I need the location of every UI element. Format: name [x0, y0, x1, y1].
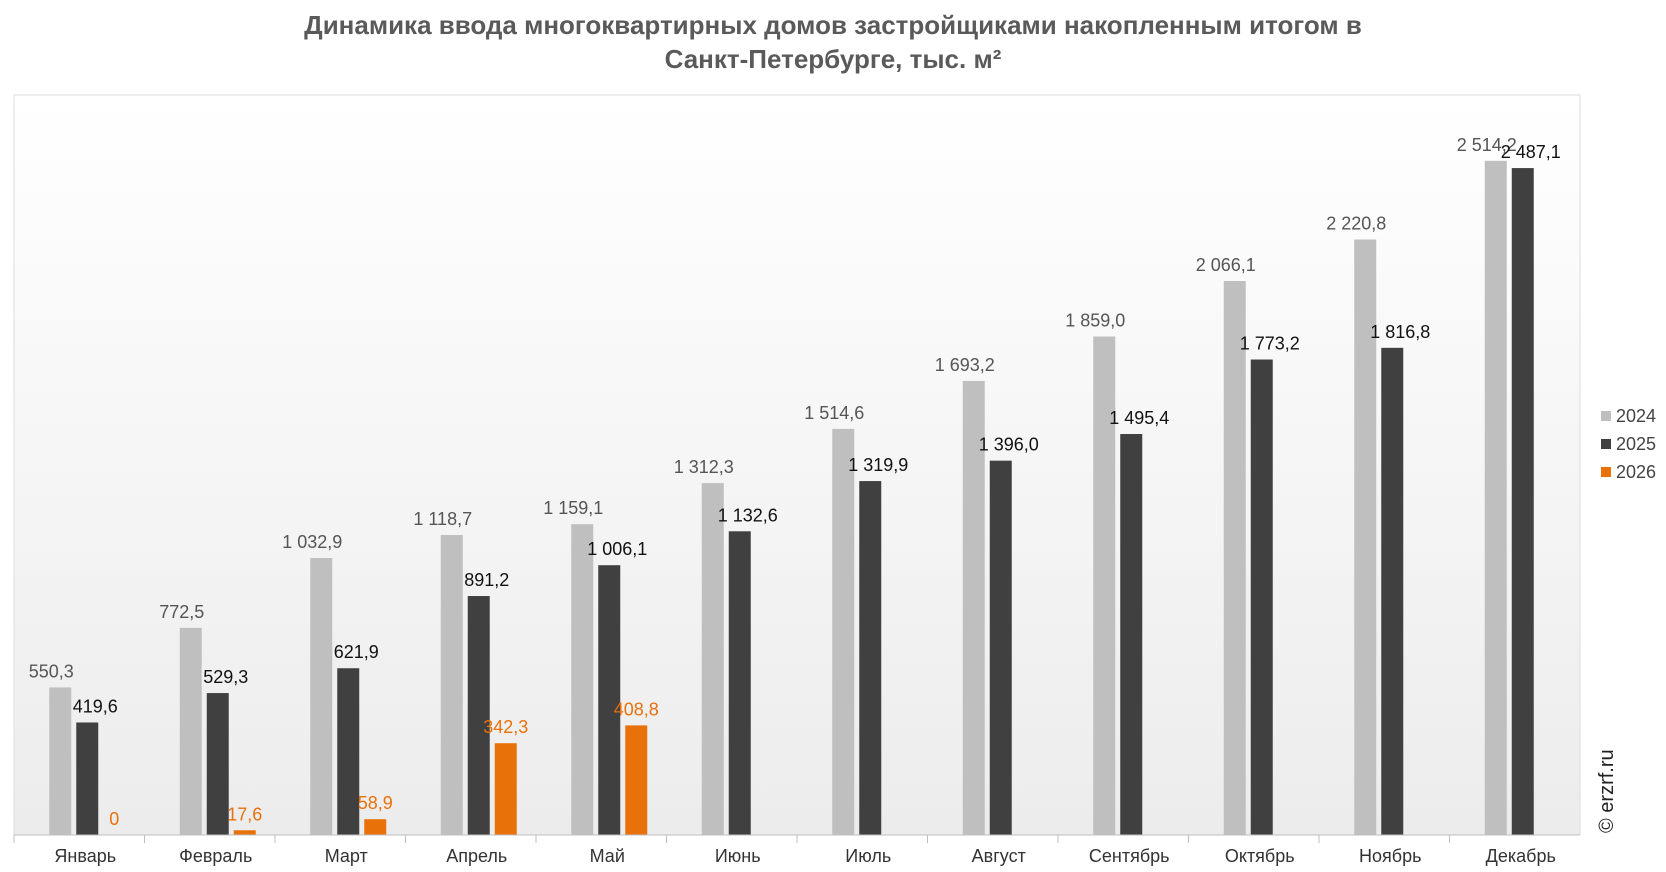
x-tick-label: Сентябрь — [1089, 846, 1170, 866]
bar-2024 — [832, 428, 855, 835]
data-label-2024: 1 693,2 — [935, 355, 995, 375]
data-label-2025: 621,9 — [334, 642, 379, 662]
x-tick-label: Январь — [54, 846, 116, 866]
data-label-2024: 1 859,0 — [1065, 311, 1125, 331]
bar-2025 — [989, 460, 1012, 835]
bar-2024 — [1093, 336, 1116, 835]
data-label-2026: 58,9 — [358, 793, 393, 813]
bar-2025 — [467, 596, 490, 835]
x-tick-label: Ноябрь — [1359, 846, 1421, 866]
x-tick-label: Декабрь — [1486, 846, 1556, 866]
bar-2024 — [701, 483, 724, 835]
data-label-2025: 1 132,6 — [718, 505, 778, 525]
bar-2026 — [364, 819, 387, 835]
plot-area — [13, 94, 1581, 836]
data-label-2025: 1 006,1 — [587, 539, 647, 559]
bar-2025 — [76, 722, 99, 835]
data-label-2024: 1 032,9 — [282, 532, 342, 552]
data-label-2024: 772,5 — [159, 602, 204, 622]
legend-label-2024: 2024 — [1616, 406, 1656, 426]
legend-swatch-2026 — [1601, 467, 1611, 477]
bar-2025 — [1120, 434, 1143, 835]
x-tick-label: Март — [325, 846, 368, 866]
data-label-2025: 2 487,1 — [1501, 142, 1561, 162]
bar-2025 — [1250, 359, 1273, 835]
data-label-2025: 1 773,2 — [1240, 334, 1300, 354]
x-tick-label: Июнь — [715, 846, 761, 866]
data-label-2024: 550,3 — [29, 661, 74, 681]
data-label-2024: 2 066,1 — [1196, 255, 1256, 275]
x-tick-label: Апрель — [446, 846, 507, 866]
x-tick-label: Октябрь — [1225, 846, 1295, 866]
watermark: © erzrf.ru — [1596, 749, 1618, 833]
bar-2024 — [571, 524, 594, 835]
data-label-2025: 1 816,8 — [1370, 322, 1430, 342]
bar-2025 — [337, 668, 360, 835]
data-label-2025: 419,6 — [73, 696, 118, 716]
data-label-2026: 17,6 — [227, 804, 262, 824]
data-label-2026: 408,8 — [614, 699, 659, 719]
data-label-2024: 1 159,1 — [543, 498, 603, 518]
bar-2026 — [625, 725, 648, 835]
bar-2024 — [1484, 160, 1507, 836]
legend-label-2025: 2025 — [1616, 434, 1656, 454]
legend-swatch-2024 — [1601, 411, 1611, 421]
data-label-2026: 0 — [109, 809, 119, 829]
bar-2025 — [1511, 168, 1534, 835]
legend-label-2026: 2026 — [1616, 462, 1656, 482]
data-label-2024: 1 312,3 — [674, 457, 734, 477]
data-label-2025: 891,2 — [464, 570, 509, 590]
data-label-2026: 342,3 — [483, 717, 528, 737]
data-label-2025: 1 495,4 — [1109, 408, 1169, 428]
bar-2026 — [233, 830, 256, 835]
bar-2024 — [1354, 239, 1377, 836]
bar-2024 — [179, 627, 202, 835]
bar-2024 — [962, 380, 985, 835]
data-label-2024: 1 514,6 — [804, 403, 864, 423]
bar-2025 — [598, 565, 621, 835]
x-tick-label: Июль — [845, 846, 891, 866]
chart-title: Динамика ввода многоквартирных домов зас… — [0, 8, 1666, 76]
bar-2025 — [728, 531, 751, 835]
bar-2025 — [206, 693, 229, 835]
data-label-2024: 1 118,7 — [413, 509, 472, 529]
data-label-2024: 2 514,2 — [1457, 135, 1517, 155]
bar-2025 — [1381, 347, 1404, 835]
x-tick-label: Май — [590, 846, 625, 866]
chart-title-line-2: Санкт-Петербурге, тыс. м² — [664, 44, 1002, 74]
data-label-2025: 529,3 — [203, 667, 248, 687]
bar-2025 — [859, 481, 882, 835]
bar-2024 — [310, 558, 333, 835]
bar-2024 — [440, 535, 463, 835]
legend-swatch-2025 — [1601, 439, 1611, 449]
bar-2024 — [49, 687, 72, 835]
bar-2024 — [1223, 280, 1246, 835]
data-label-2025: 1 396,0 — [979, 435, 1039, 455]
chart-title-line-1: Динамика ввода многоквартирных домов зас… — [304, 10, 1362, 40]
bar-2026 — [494, 743, 517, 835]
x-tick-label: Февраль — [179, 846, 252, 866]
data-label-2025: 1 319,9 — [848, 455, 908, 475]
data-label-2024: 2 220,8 — [1326, 213, 1386, 233]
x-tick-label: Август — [972, 846, 1026, 866]
